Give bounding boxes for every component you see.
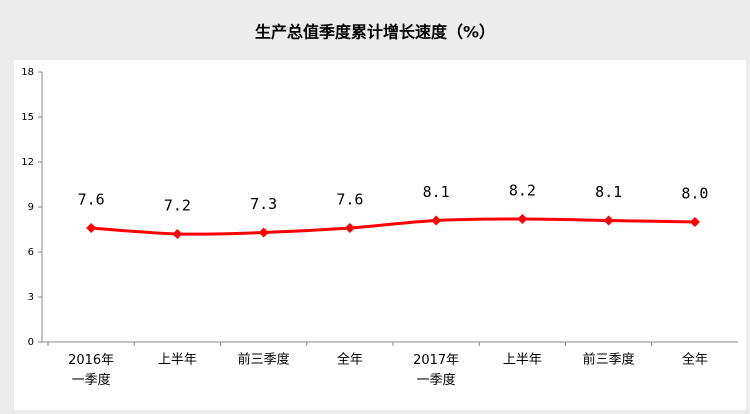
data-label: 7.3 <box>250 195 277 213</box>
data-point <box>431 215 442 226</box>
data-point <box>603 215 614 226</box>
y-tick-label: 9 <box>28 202 34 213</box>
data-point <box>344 223 355 233</box>
x-tick-label: 全年 <box>337 352 363 368</box>
data-label: 8.1 <box>423 183 450 201</box>
data-point <box>172 229 183 239</box>
y-tick-label: 12 <box>21 157 34 168</box>
y-tick-label: 15 <box>21 112 34 123</box>
data-label: 8.2 <box>509 182 536 200</box>
data-label: 8.0 <box>681 185 708 203</box>
x-tick-label: 2017年一季度 <box>413 353 459 388</box>
chart-title: 生产总值季度累计增长速度（%） <box>255 23 495 42</box>
x-tick-label: 上半年 <box>503 353 542 368</box>
data-label: 7.6 <box>78 191 105 209</box>
y-tick-label: 6 <box>28 247 34 258</box>
y-tick-label: 18 <box>21 67 34 78</box>
x-tick-label: 前三季度 <box>583 352 635 368</box>
data-label: 7.6 <box>336 191 363 209</box>
data-point <box>258 227 269 238</box>
x-tick-label: 全年 <box>682 352 708 368</box>
series-line <box>91 217 695 236</box>
plot-background <box>14 60 746 410</box>
y-tick-label: 3 <box>28 292 34 303</box>
data-label: 8.1 <box>595 183 622 201</box>
data-point <box>517 214 528 224</box>
x-tick-label: 2016年一季度 <box>68 353 114 388</box>
data-label: 7.2 <box>164 197 191 215</box>
data-point <box>86 223 97 233</box>
x-tick-label: 上半年 <box>158 353 197 368</box>
x-tick-label: 前三季度 <box>238 352 290 368</box>
y-tick-label: 0 <box>28 337 34 348</box>
data-point <box>689 217 700 227</box>
